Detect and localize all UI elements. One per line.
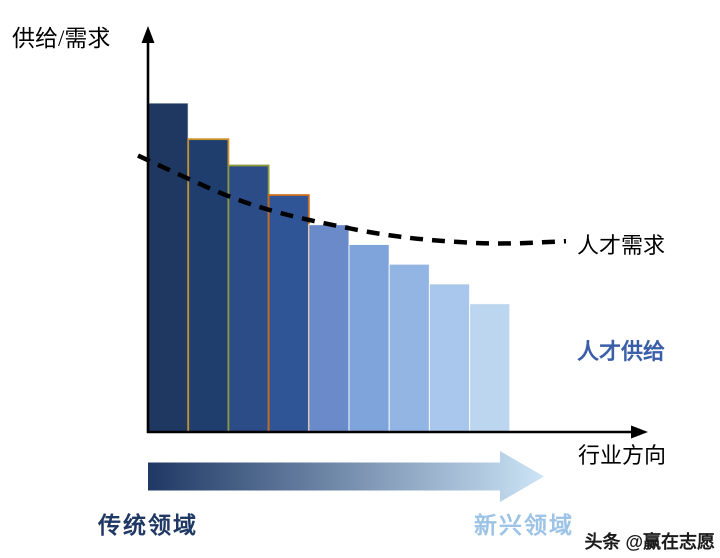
demand-line-label: 人才需求 — [577, 233, 666, 258]
y-axis-label: 供给/需求 — [12, 26, 111, 51]
watermark: 头条 @赢在志愿 — [584, 532, 715, 552]
supply-bar — [428, 283, 471, 433]
traditional-fields-label: 传统领域 — [98, 513, 198, 538]
supply-bar — [187, 138, 230, 433]
supply-bar — [267, 194, 310, 433]
y-axis — [141, 26, 155, 433]
demand-dashed-line — [137, 153, 567, 246]
supply-bar — [348, 244, 390, 433]
supply-bar — [308, 224, 350, 433]
supply-bar — [469, 303, 511, 433]
supply-bar — [388, 263, 430, 433]
supply-bars-label: 人才供给 — [577, 339, 666, 364]
x-axis — [147, 425, 648, 439]
y-axis-arrowhead — [141, 26, 155, 43]
supply-bars-group — [147, 102, 511, 433]
supply-bar — [147, 102, 189, 433]
x-axis-arrowhead — [631, 425, 648, 439]
direction-gradient-arrow — [148, 451, 544, 502]
x-axis-label: 行业方向 — [578, 443, 667, 468]
emerging-fields-label: 新兴领域 — [474, 513, 574, 538]
